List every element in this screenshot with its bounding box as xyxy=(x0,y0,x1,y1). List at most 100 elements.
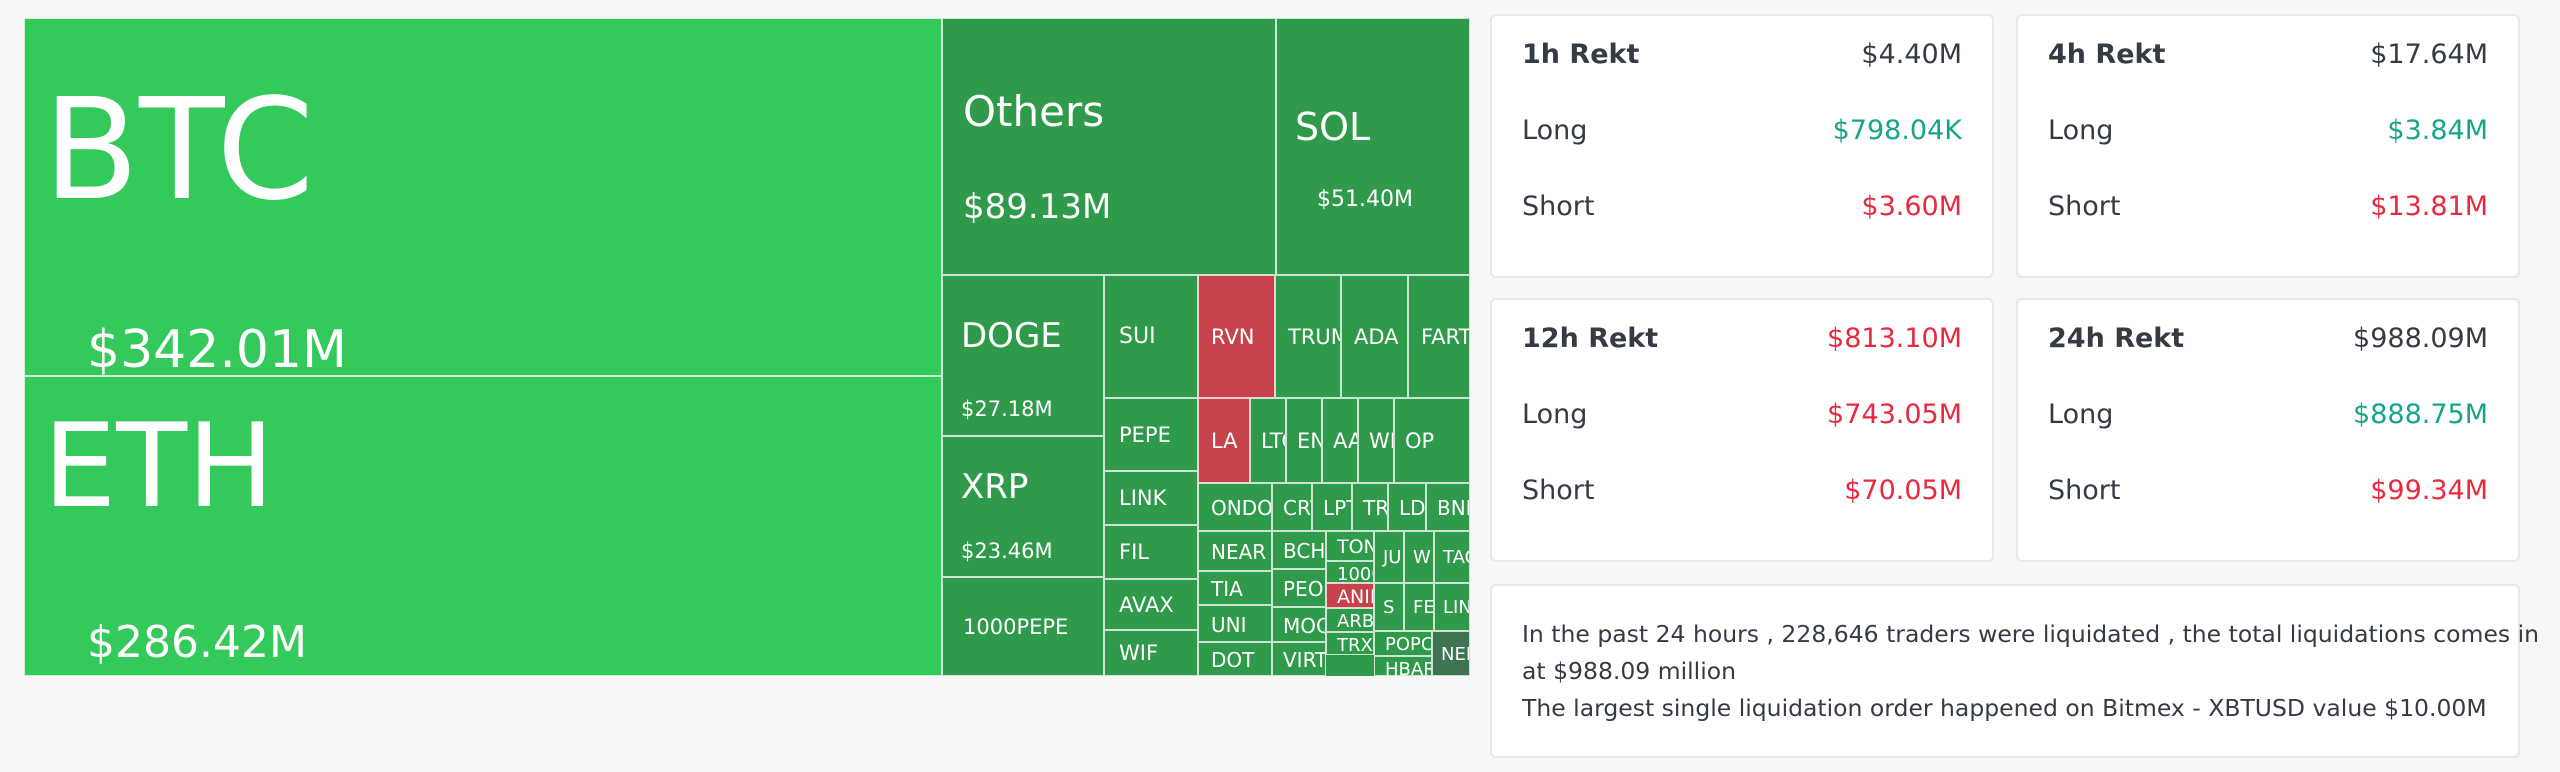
treemap-tile-jup[interactable]: JUP xyxy=(1374,531,1404,583)
stat-row-title: 4h Rekt $17.64M xyxy=(2048,34,2488,74)
treemap-tile-ton[interactable]: TON xyxy=(1326,531,1374,561)
tile-symbol: FET xyxy=(1413,597,1434,619)
treemap-tile-n[interactable]: NEIRO xyxy=(1432,631,1470,676)
treemap-tile-pepe[interactable]: PEPE xyxy=(1104,398,1198,471)
summary-line-3: The largest single liquidation order hap… xyxy=(1522,694,2487,722)
stat-row-title: 1h Rekt $4.40M xyxy=(1522,34,1962,74)
tile-symbol: SUI xyxy=(1119,324,1156,350)
treemap-tile-others[interactable]: Others $89.13M xyxy=(942,18,1276,275)
treemap-tile-bnb[interactable]: BNB xyxy=(1426,483,1470,531)
stat-label: Long xyxy=(1522,398,1588,430)
stat-value: $798.04K xyxy=(1832,114,1962,146)
treemap-tile-crv[interactable]: CRV xyxy=(1272,483,1312,531)
treemap-tile-fil[interactable]: FIL xyxy=(1104,525,1198,579)
stat-card-4h: 4h Rekt $17.64M Long $3.84M Short $13.81M xyxy=(2016,14,2520,278)
treemap-tile-mog[interactable]: MOODENG xyxy=(1272,607,1326,642)
summary-card: In the past 24 hours , 228,646 traders w… xyxy=(1490,584,2539,758)
treemap-tile-near[interactable]: NEAR xyxy=(1198,531,1272,571)
tile-symbol: LA xyxy=(1211,428,1238,453)
treemap-tile-ada[interactable]: ADA xyxy=(1341,275,1408,398)
tile-symbol: TAO xyxy=(1443,547,1469,569)
treemap-tile-ondo[interactable]: ONDO xyxy=(1198,483,1272,531)
treemap-tile-f[interactable]: FET xyxy=(1404,583,1434,631)
tile-symbol: LDO xyxy=(1399,496,1426,520)
stat-row-short: Short $70.05M xyxy=(1522,470,1962,510)
treemap-tile-anime[interactable]: ANIME xyxy=(1326,583,1374,608)
treemap-tile-btc[interactable]: BTC $342.01M xyxy=(24,18,942,376)
treemap-tile-doge[interactable]: DOGE $27.18M xyxy=(942,275,1104,436)
tile-symbol: TIA xyxy=(1211,577,1243,601)
tile-symbol: ADA xyxy=(1354,324,1399,349)
tile-symbol: LINK xyxy=(1119,486,1167,511)
tile-symbol: WIF xyxy=(1119,641,1159,666)
treemap-tile-ltc[interactable]: LTC xyxy=(1250,398,1286,483)
treemap-tile-1000x[interactable]: 1000SHIB xyxy=(1326,561,1374,583)
tile-symbol: LTC xyxy=(1261,428,1285,453)
tile-symbol: TRX xyxy=(1337,635,1373,655)
tile-amount: $27.18M xyxy=(961,397,1053,421)
tile-symbol: BNB xyxy=(1437,496,1469,520)
treemap-tile-ena[interactable]: ENA xyxy=(1286,398,1322,483)
tile-symbol: WLD xyxy=(1369,428,1393,453)
treemap-tile-virtual[interactable]: VIRTUAL xyxy=(1272,642,1326,676)
stat-title: 12h Rekt xyxy=(1522,322,1659,354)
treemap-tile-link[interactable]: LINK xyxy=(1104,471,1198,525)
tile-amount: $51.40M xyxy=(1317,187,1413,212)
treemap-tile-trx[interactable]: TRX xyxy=(1326,632,1374,655)
tile-symbol: OP xyxy=(1405,428,1435,453)
tile-symbol: FARTCOIN xyxy=(1421,324,1470,349)
treemap-tile-ldo[interactable]: LDO xyxy=(1388,483,1426,531)
treemap-tile-people[interactable]: PEOPLE xyxy=(1272,569,1326,607)
treemap-tile-arb[interactable]: ARB xyxy=(1326,608,1374,632)
treemap-tile-popcat[interactable]: POPCAT xyxy=(1374,631,1432,656)
stat-label: Short xyxy=(1522,474,1595,506)
treemap-tile-eth[interactable]: ETH $286.42M xyxy=(24,376,942,676)
treemap-tile-tia2[interactable]: TRB xyxy=(1352,483,1388,531)
treemap-tile-trx2[interactable]: TAO xyxy=(1434,531,1470,583)
treemap-tile-s[interactable]: S xyxy=(1374,583,1404,631)
treemap-tile-sol[interactable]: SOL $51.40M xyxy=(1276,18,1470,275)
tile-symbol: POPCAT xyxy=(1385,634,1431,655)
treemap-tile-la[interactable]: LA xyxy=(1198,398,1250,483)
tile-amount: $342.01M xyxy=(87,320,347,376)
treemap-tile-avax[interactable]: AVAX xyxy=(1104,579,1198,630)
treemap-tile-aave[interactable]: AAVE xyxy=(1322,398,1358,483)
treemap-tile-fartcoin[interactable]: FARTCOIN xyxy=(1408,275,1470,398)
stat-value: $3.60M xyxy=(1861,190,1962,222)
stat-row-long: Long $798.04K xyxy=(1522,110,1962,150)
treemap-tile-wif[interactable]: WIF xyxy=(1104,630,1198,676)
tile-symbol: TON xyxy=(1337,535,1374,558)
tile-symbol: PEPE xyxy=(1119,422,1171,447)
treemap-tile-xrp[interactable]: XRP $23.46M xyxy=(942,436,1104,577)
treemap-tile-dot[interactable]: DOT xyxy=(1198,642,1272,676)
stat-label: Short xyxy=(1522,190,1595,222)
tile-symbol: VIRTUAL xyxy=(1283,648,1325,672)
tile-symbol: ONDO xyxy=(1211,496,1272,520)
treemap-tile-hbar[interactable]: HBAR xyxy=(1374,656,1432,676)
treemap-tile-uni[interactable]: UNI xyxy=(1198,605,1272,642)
treemap-tile-tia[interactable]: TIA xyxy=(1198,571,1272,605)
treemap-tile-op[interactable]: OP xyxy=(1394,398,1470,483)
stat-row-long: Long $3.84M xyxy=(2048,110,2488,150)
treemap-tile-sui[interactable]: SUI xyxy=(1104,275,1198,398)
stat-value: $3.84M xyxy=(2387,114,2488,146)
treemap-tile-lpt[interactable]: LPT xyxy=(1312,483,1352,531)
treemap-tile-wld[interactable]: WLD xyxy=(1358,398,1394,483)
tile-symbol: ETH xyxy=(43,399,275,534)
tile-symbol: NEAR xyxy=(1211,540,1267,564)
stat-value: $70.05M xyxy=(1844,474,1962,506)
treemap-tile-trump[interactable]: TRUMP xyxy=(1275,275,1341,398)
liquidation-treemap: BTC $342.01M ETH $286.42M Others $89.13M SOL $5… xyxy=(24,18,1470,676)
tile-symbol: LPT xyxy=(1323,496,1351,520)
treemap-tile-rvn[interactable]: RVN xyxy=(1198,275,1275,398)
treemap-tile-1000pepe[interactable]: 1000PEPE xyxy=(942,577,1104,676)
treemap-tile-l[interactable]: LINK xyxy=(1434,583,1470,631)
treemap-tile-w[interactable]: W xyxy=(1404,531,1434,583)
stat-title: 1h Rekt xyxy=(1522,38,1640,70)
stat-total: $988.09M xyxy=(2353,322,2488,354)
tile-symbol: DOGE xyxy=(961,316,1062,356)
treemap-tile-bch[interactable]: BCH xyxy=(1272,531,1326,569)
tile-symbol: AVAX xyxy=(1119,592,1174,617)
tile-symbol: 1000SHIB xyxy=(1337,564,1373,583)
stat-card-24h: 24h Rekt $988.09M Long $888.75M Short $99.34M xyxy=(2016,298,2520,562)
